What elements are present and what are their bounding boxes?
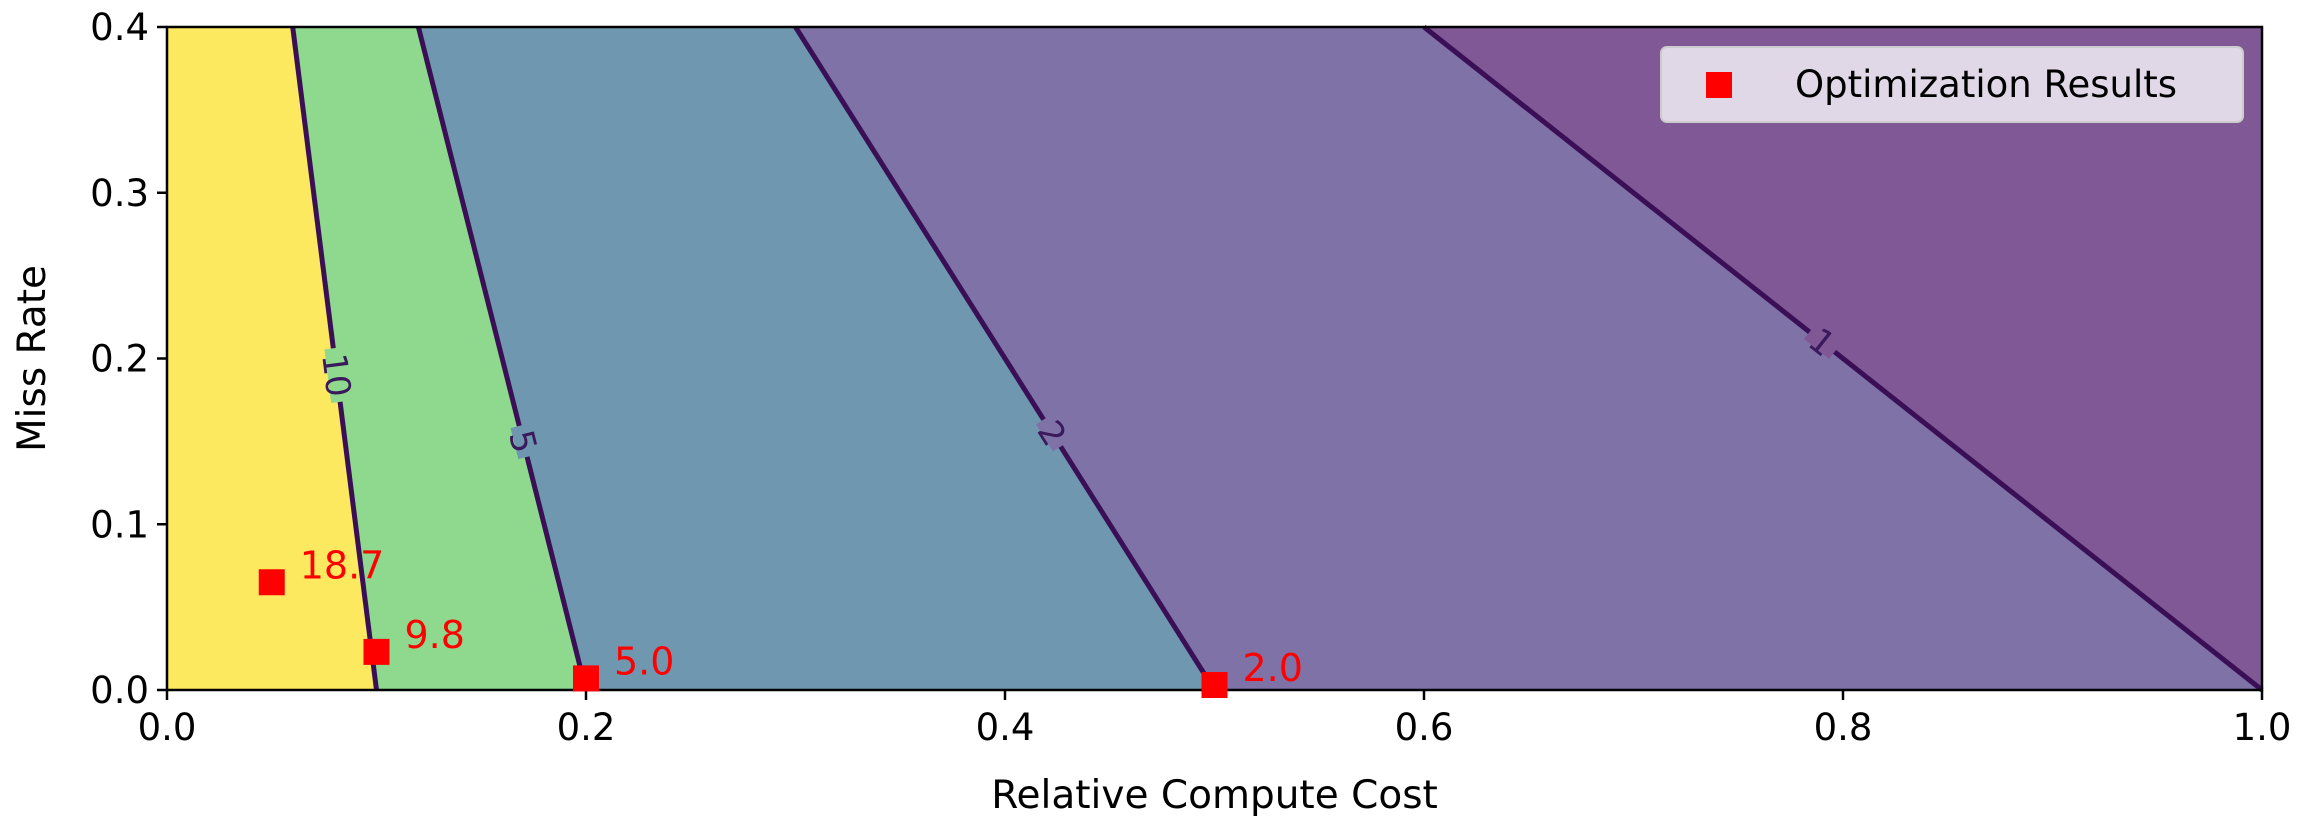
scatter-points: 18.7 9.8 5.0 2.0 — [258, 543, 1303, 699]
contour-label: 10 — [313, 351, 358, 399]
y-tick-label: 0.3 — [90, 172, 149, 215]
contour-lines — [290, 25, 2264, 692]
legend-marker — [1706, 72, 1732, 98]
contour-label-gap — [510, 423, 536, 460]
contour-line — [1422, 25, 2264, 692]
data-point — [363, 638, 390, 665]
contour-region — [418, 27, 1215, 690]
y-tick-label: 0.2 — [90, 338, 149, 381]
contour-label-gap — [1803, 324, 1841, 359]
contour-label-gap — [1035, 414, 1069, 452]
data-point — [573, 665, 599, 692]
x-tick-label: 0.2 — [557, 706, 616, 749]
contour-label-gap — [324, 347, 350, 403]
data-point-label: 9.8 — [405, 613, 465, 657]
data-point-label: 2.0 — [1243, 646, 1303, 690]
contour-regions — [167, 27, 2262, 690]
contour-region — [167, 27, 377, 690]
contour-line — [793, 25, 1217, 692]
x-tick-label: 0.6 — [1395, 706, 1454, 749]
x-tick-label: 1.0 — [2233, 706, 2292, 749]
data-point — [1201, 672, 1228, 699]
legend-entry: Optimization Results — [1795, 63, 2177, 106]
y-axis-ticks: 0.0 0.1 0.2 0.3 0.4 — [90, 6, 167, 712]
contour-labels: 105 21 — [313, 320, 1842, 460]
legend: Optimization Results — [1660, 46, 2244, 123]
data-point-label: 18.7 — [300, 543, 385, 587]
data-point — [258, 569, 285, 596]
contour-region — [795, 27, 2262, 690]
x-axis-label: Relative Compute Cost — [991, 773, 1438, 818]
contour-line — [415, 26, 589, 691]
y-axis-label: Miss Rate — [10, 265, 55, 452]
x-tick-label: 0.8 — [1814, 706, 1873, 749]
contour-region — [292, 27, 586, 690]
legend-box — [1660, 46, 2244, 123]
x-tick-label: 0.0 — [138, 706, 197, 749]
x-tick-label: 0.4 — [976, 706, 1035, 749]
y-tick-label: 0.1 — [90, 503, 149, 546]
y-tick-label: 0.0 — [90, 669, 149, 712]
x-axis-ticks: 0.0 0.2 0.4 0.6 0.8 1.0 — [138, 690, 2292, 749]
y-tick-label: 0.4 — [90, 6, 149, 49]
data-point-label: 5.0 — [614, 639, 674, 683]
